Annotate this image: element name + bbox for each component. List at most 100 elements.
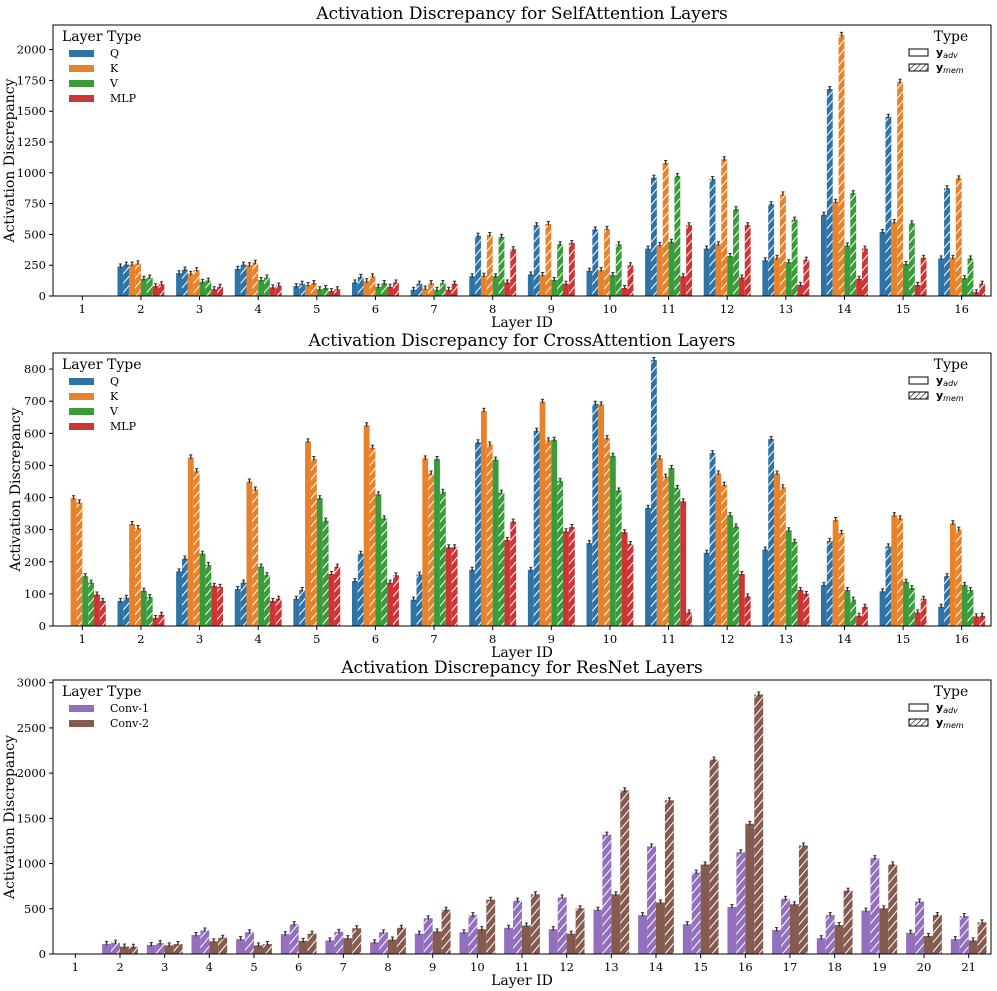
bar-v-adv [140,590,147,626]
bar-k-adv [246,265,253,296]
legend-swatch-k [69,65,94,72]
bar-hatch [744,596,751,626]
bar-conv-2-adv [522,925,531,954]
y-tick-label: 3000 [17,676,46,690]
bar-mlp-adv [269,287,276,296]
bar-k-adv [598,404,605,626]
bar-conv-2-adv [834,925,844,954]
bar-hatch [264,575,270,626]
bar-hatch [944,576,950,626]
bar-k-adv [246,481,253,626]
bar-hatch [779,194,786,296]
legend-swatch-mem [908,718,929,727]
x-tick-label: 17 [783,960,798,974]
bar-v-adv [961,584,968,626]
bar-mlp-adv [621,532,628,626]
y-tick-label: 500 [24,458,46,472]
bar-hatch [486,235,493,296]
bar-k-adv [187,457,194,626]
bar-hatch [369,276,376,296]
bar-v-adv [316,498,323,626]
bar-hatch [897,81,904,296]
bar-conv-2-adv [343,938,353,954]
legend-label: MLP [110,92,137,105]
legend-swatch-adv [908,48,929,57]
bar-hatch [510,249,517,296]
bar-conv-1-adv [638,915,648,954]
chart-title: Activation Discrepancy for SelfAttention… [315,4,728,24]
x-tick-label: 6 [295,960,302,974]
axes-frame [52,352,992,627]
bar-hatch [99,600,106,626]
bar-conv-1-adv [816,938,826,954]
y-axis-label: Activation Discrepancy [2,735,18,900]
bar-hatch [736,852,746,954]
y-tick-label: 300 [24,523,46,537]
x-tick-label: 18 [827,960,842,974]
bar-v-adv [903,581,909,626]
legend-swatch-adv [908,703,929,712]
bar-hatch [205,564,212,626]
bar-hatch [322,287,329,296]
bar-q-adv [527,569,534,626]
bar-q-adv [410,599,417,626]
bar-hatch [545,440,552,626]
bar-mlp-adv [856,278,863,296]
bar-hatch [674,487,681,626]
x-tick-label: 5 [250,960,257,974]
bar-conv-1-adv [280,934,290,954]
bar-hatch [615,244,622,296]
bar-hatch [200,930,210,954]
x-tick-label: 16 [738,960,753,974]
x-tick-label: 2 [137,632,144,646]
legend-title: Layer Type [62,684,141,700]
bar-mlp-adv [445,289,452,296]
bar-hatch [721,159,728,296]
bar-hatch [897,518,904,626]
bar-k-adv [305,441,311,626]
bar-hatch [533,430,540,626]
bar-conv-1-adv [325,940,335,954]
chart-title: Activation Discrepancy for CrossAttentio… [308,331,736,351]
bar-hatch [838,532,845,626]
bar-hatch [733,526,739,626]
bar-q-adv [879,591,886,626]
x-tick-label: 7 [430,302,437,316]
bar-hatch [128,946,138,954]
bar-v-adv [316,289,323,296]
bar-hatch [979,615,986,626]
bar-v-adv [609,275,616,296]
legend-swatch-v [69,408,94,415]
y-tick-label: 0 [39,289,46,303]
bar-q-adv [293,286,300,296]
legend-swatch-q [69,378,94,385]
y-tick-label: 0 [39,619,46,633]
legend-title: Layer Type [62,357,141,373]
bar-k-adv [656,458,663,626]
bar-conv-1-adv [414,933,424,954]
bar-v-adv [903,263,909,296]
bar-mlp-adv [738,277,745,296]
bar-hatch [307,933,317,954]
x-tick-label: 13 [604,960,619,974]
x-tick-label: 20 [917,960,932,974]
bar-k-adv [598,270,605,296]
bar-hatch [334,289,341,296]
bar-hatch [379,932,388,954]
bar-hatch [850,193,857,296]
x-tick-label: 1 [79,632,86,646]
bar-v-adv [492,276,499,296]
bar-k-adv [480,410,487,626]
x-axis-label: Layer ID [491,645,553,661]
bar-mlp-adv [504,539,511,626]
x-tick-label: 14 [649,960,664,974]
bar-k-adv [891,222,898,296]
bar-k-adv [480,275,487,296]
bar-k-adv [715,473,722,626]
bar-hatch [123,597,130,626]
bar-hatch [275,285,282,296]
bar-v-adv [844,245,851,296]
bar-hatch [627,265,634,296]
bar-hatch [76,502,83,626]
